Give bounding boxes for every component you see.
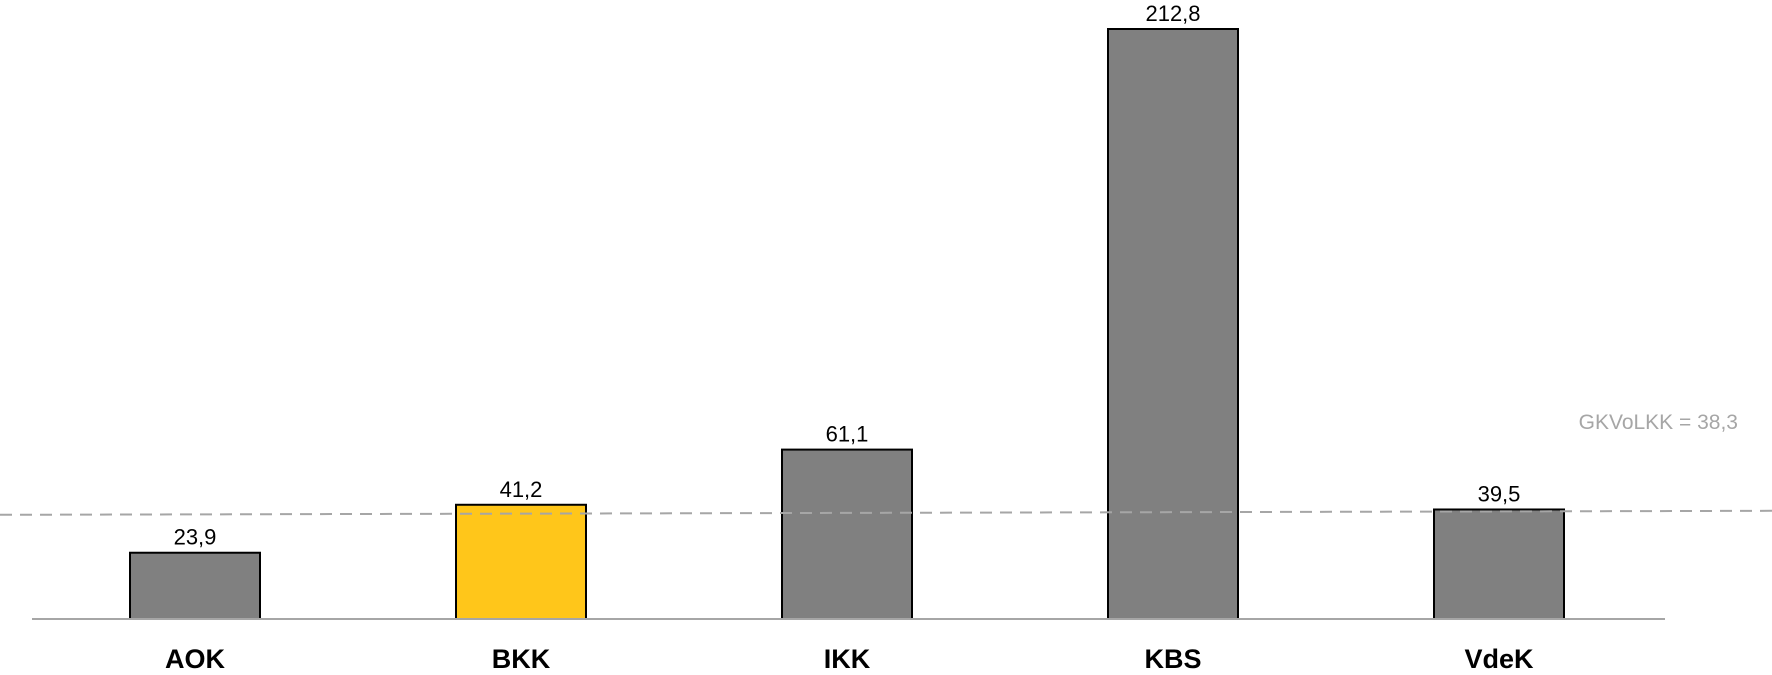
- value-label-ikk: 61,1: [826, 422, 869, 447]
- reference-line: [0, 509, 1772, 516]
- category-label-ikk: IKK: [824, 644, 871, 674]
- bar-aok: [129, 551, 261, 620]
- value-label-kbs: 212,8: [1145, 1, 1200, 26]
- category-label-aok: AOK: [165, 644, 226, 674]
- bar-bkk: [455, 503, 587, 621]
- value-labels-group: 23,9 41,2 61,1 212,8 39,5: [174, 1, 1521, 550]
- bar-ikk: [781, 448, 913, 620]
- bars-group: [129, 28, 1565, 621]
- category-label-vdek: VdeK: [1464, 644, 1534, 674]
- category-label-bkk: BKK: [492, 644, 551, 674]
- category-labels-group: AOK BKK IKK KBS VdeK: [165, 644, 1534, 674]
- bar-kbs: [1107, 28, 1239, 620]
- value-label-bkk: 41,2: [500, 477, 543, 502]
- reference-line-label: GKVoLKK = 38,3: [1579, 411, 1738, 434]
- value-label-vdek: 39,5: [1478, 481, 1521, 506]
- value-label-aok: 23,9: [174, 525, 217, 550]
- category-label-kbs: KBS: [1144, 644, 1201, 674]
- bar-vdek: [1433, 508, 1565, 620]
